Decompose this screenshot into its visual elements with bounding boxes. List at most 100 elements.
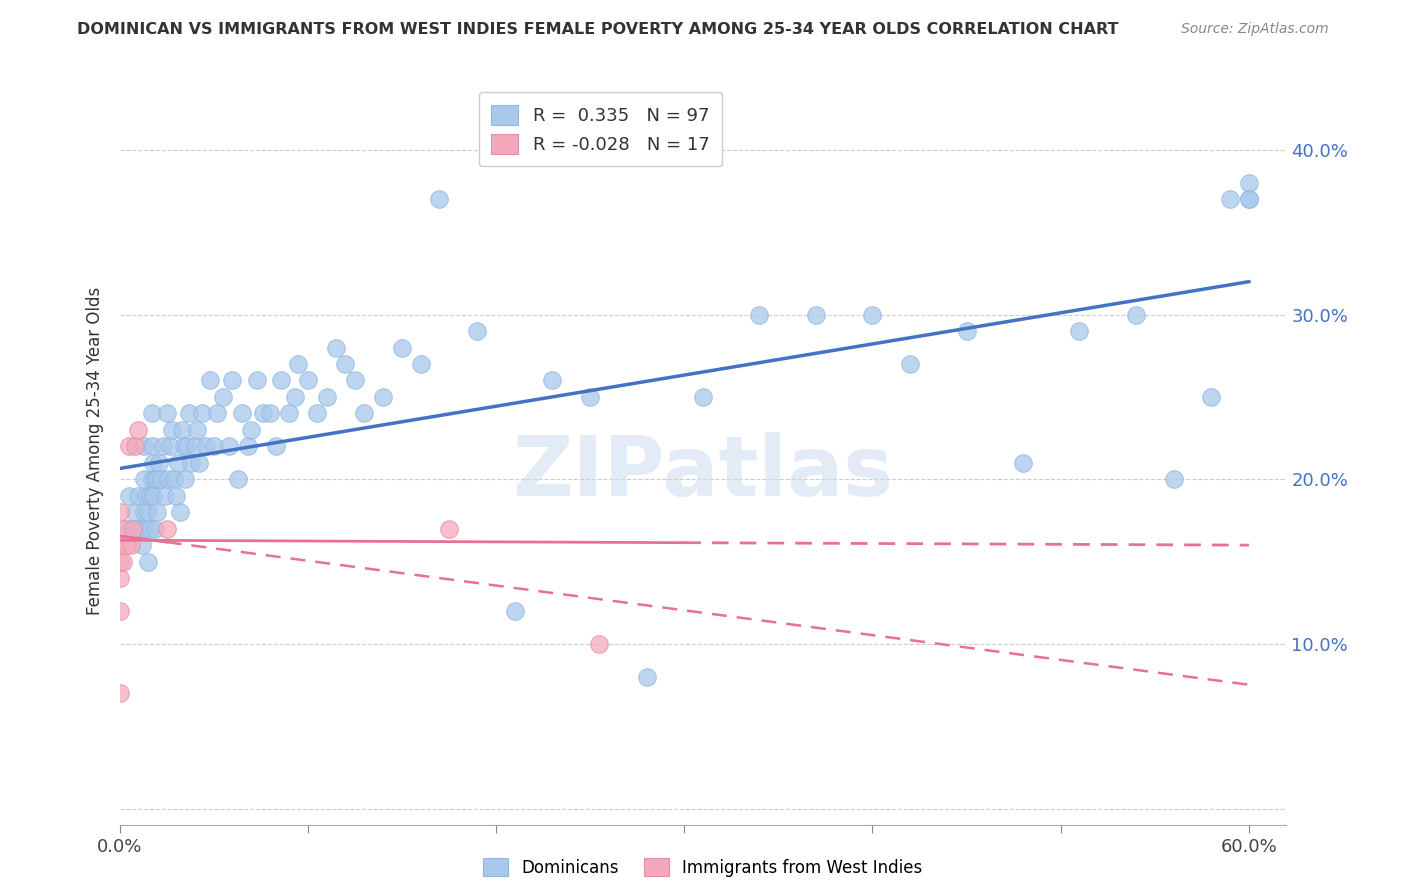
Point xyxy=(108,555,131,569)
Point xyxy=(124,439,146,453)
Point xyxy=(114,522,136,536)
Point xyxy=(226,472,249,486)
Point xyxy=(898,357,921,371)
Point xyxy=(207,406,229,420)
Point xyxy=(143,472,166,486)
Point xyxy=(748,308,770,322)
Point xyxy=(173,439,195,453)
Point xyxy=(246,374,269,388)
Point xyxy=(236,439,259,453)
Point xyxy=(141,406,163,420)
Point xyxy=(1163,472,1185,486)
Point xyxy=(142,489,165,503)
Point xyxy=(153,489,176,503)
Point xyxy=(155,522,177,536)
Point xyxy=(391,341,413,355)
Point xyxy=(297,374,319,388)
Point xyxy=(1199,390,1222,404)
Point xyxy=(1069,324,1091,338)
Point xyxy=(588,637,610,651)
Point xyxy=(335,357,357,371)
Point xyxy=(108,686,131,700)
Point xyxy=(138,522,160,536)
Point xyxy=(108,505,131,519)
Y-axis label: Female Poverty Among 25-34 Year Olds: Female Poverty Among 25-34 Year Olds xyxy=(86,286,104,615)
Point xyxy=(541,374,564,388)
Point xyxy=(108,604,131,618)
Point xyxy=(252,406,274,420)
Point xyxy=(143,522,166,536)
Legend: R =  0.335   N = 97, R = -0.028   N = 17: R = 0.335 N = 97, R = -0.028 N = 17 xyxy=(478,93,723,167)
Point xyxy=(108,571,131,585)
Point xyxy=(169,505,191,519)
Point xyxy=(115,538,138,552)
Point xyxy=(160,423,183,437)
Point xyxy=(692,390,714,404)
Point xyxy=(157,472,180,486)
Point xyxy=(955,324,977,338)
Point xyxy=(636,670,658,684)
Point xyxy=(127,522,149,536)
Point xyxy=(503,604,526,618)
Point xyxy=(353,406,375,420)
Point xyxy=(259,406,281,420)
Point xyxy=(287,357,309,371)
Point xyxy=(186,423,208,437)
Point xyxy=(1125,308,1147,322)
Point xyxy=(409,357,432,371)
Point xyxy=(202,439,225,453)
Point xyxy=(155,406,177,420)
Point xyxy=(315,390,337,404)
Point xyxy=(371,390,394,404)
Point xyxy=(152,439,174,453)
Point xyxy=(277,406,299,420)
Point xyxy=(191,406,214,420)
Point xyxy=(170,423,193,437)
Point xyxy=(218,439,240,453)
Point xyxy=(212,390,235,404)
Point xyxy=(195,439,218,453)
Legend: Dominicans, Immigrants from West Indies: Dominicans, Immigrants from West Indies xyxy=(477,852,929,883)
Point xyxy=(120,538,142,552)
Point xyxy=(198,374,221,388)
Point xyxy=(146,472,169,486)
Text: Source: ZipAtlas.com: Source: ZipAtlas.com xyxy=(1181,22,1329,37)
Point xyxy=(135,522,157,536)
Point xyxy=(142,456,165,470)
Point xyxy=(1219,192,1241,206)
Point xyxy=(118,522,141,536)
Point xyxy=(148,456,170,470)
Point xyxy=(131,522,153,536)
Point xyxy=(149,472,172,486)
Point xyxy=(127,489,149,503)
Point xyxy=(174,472,197,486)
Point xyxy=(127,423,149,437)
Point xyxy=(124,505,146,519)
Point xyxy=(112,555,135,569)
Point xyxy=(118,489,141,503)
Point xyxy=(176,439,198,453)
Text: ZIPatlas: ZIPatlas xyxy=(513,433,893,514)
Point xyxy=(132,439,155,453)
Point xyxy=(1237,192,1260,206)
Point xyxy=(1012,456,1035,470)
Point xyxy=(108,538,131,552)
Point xyxy=(141,472,163,486)
Point xyxy=(264,439,287,453)
Point xyxy=(187,456,209,470)
Point xyxy=(1237,176,1260,190)
Point xyxy=(231,406,253,420)
Point xyxy=(1237,192,1260,206)
Point xyxy=(121,522,143,536)
Point xyxy=(184,439,207,453)
Point xyxy=(118,439,141,453)
Point xyxy=(180,456,202,470)
Point xyxy=(165,489,187,503)
Point xyxy=(429,192,451,206)
Point xyxy=(437,522,460,536)
Point xyxy=(804,308,827,322)
Point xyxy=(221,374,243,388)
Point xyxy=(579,390,602,404)
Point xyxy=(325,341,347,355)
Point xyxy=(163,472,186,486)
